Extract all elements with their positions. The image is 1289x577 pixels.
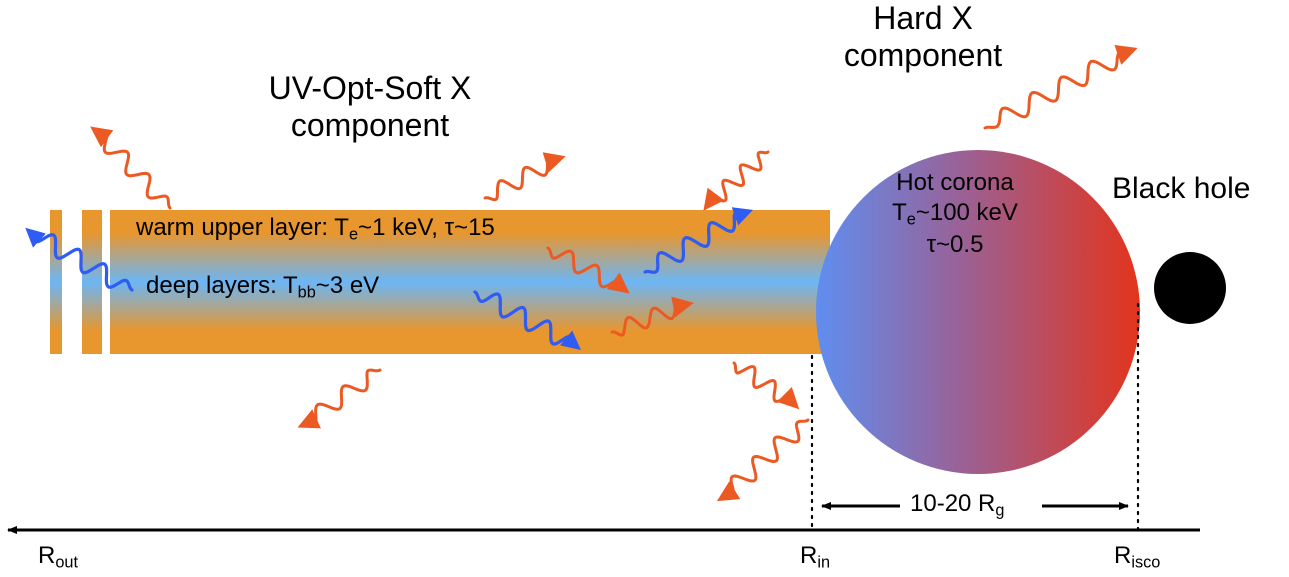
r-out-sub: out (55, 553, 79, 572)
photon-uv-upleft (90, 126, 172, 210)
corona-t-value: ~100 keV (915, 199, 1018, 226)
corona-temperature: Te~100 keV (870, 198, 1040, 230)
hard-label-line2: component (843, 36, 1003, 73)
photon-uv-downleft (297, 368, 382, 429)
uv-label-line2: component (290, 106, 450, 143)
photon-blue-left (25, 227, 134, 292)
corona-title: Hot corona (896, 169, 1014, 196)
photon-disk-reflect (610, 296, 694, 337)
r-isco-sub: isco (1131, 553, 1161, 572)
uv-label-line1: UV-Opt-Soft X (268, 70, 472, 106)
hard-label-line1: Hard X (873, 0, 973, 36)
corona-label: Hot corona Te~100 keV τ~0.5 (870, 168, 1040, 260)
photon-corona-downleft (716, 418, 810, 502)
photon-blue-up (643, 207, 754, 274)
warm-layer-sub: e (348, 225, 359, 244)
uv-opt-soft-x-label: UV-Opt-Soft X component (225, 70, 515, 144)
span-label-main: 10-20 R (910, 490, 996, 517)
black-hole (1154, 252, 1226, 324)
photon-layer (25, 45, 1138, 502)
corona-t-sub: e (906, 210, 916, 229)
photon-blue-down (473, 290, 581, 351)
deep-layer-sub: bb (297, 283, 316, 302)
photon-uv-downright (546, 246, 630, 294)
deep-layer-value: ~3 eV (315, 272, 380, 299)
warm-layer-value: ~1 keV, τ~15 (358, 214, 495, 241)
corona-tau: τ~0.5 (926, 230, 984, 258)
r-out-main: R (38, 542, 56, 569)
warm-layer-text: warm upper layer: T (136, 214, 349, 241)
photon-corona-downright (732, 361, 800, 410)
corona-t-main: T (892, 199, 907, 226)
r-isco-label: Risco (1114, 542, 1160, 572)
r-isco-main: R (1114, 542, 1132, 569)
r-in-sub: in (817, 553, 831, 572)
black-hole-label: Black hole (1112, 172, 1251, 205)
warm-layer-label: warm upper layer: Te~1 keV, τ~15 (136, 214, 495, 244)
r-in-main: R (800, 542, 818, 569)
hot-corona (816, 150, 1140, 474)
deep-layer-text: deep layers: T (146, 272, 298, 299)
photon-to-disk (703, 150, 770, 211)
hard-x-label: Hard X component (818, 0, 1028, 74)
disk-strip-1 (50, 210, 62, 354)
span-label-sub: g (995, 501, 1005, 520)
photon-hard-x-out (983, 45, 1138, 130)
disk-strip-2 (82, 210, 102, 354)
deep-layer-label: deep layers: Tbb~3 eV (146, 272, 379, 302)
r-in-label: Rin (800, 542, 830, 572)
span-label: 10-20 Rg (910, 490, 1004, 520)
r-out-label: Rout (38, 542, 78, 572)
photon-uv-upright (483, 152, 566, 202)
